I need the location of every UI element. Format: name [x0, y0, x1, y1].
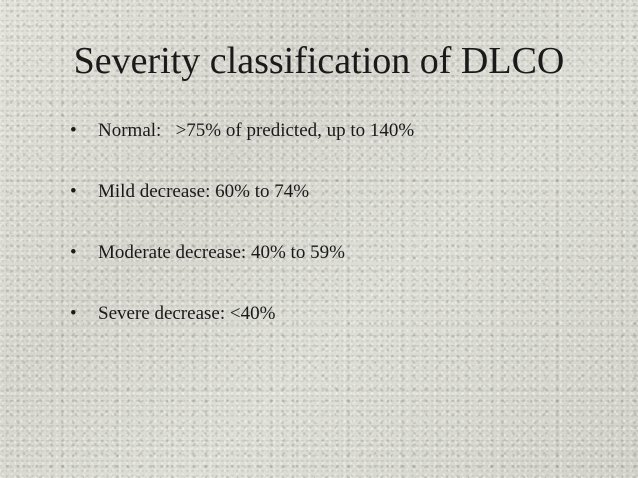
bullet-dot-icon: • — [70, 242, 77, 263]
bullet-dot-icon: • — [70, 181, 77, 202]
bullet-item-mild: • Mild decrease: 60% to 74% — [70, 179, 610, 205]
bullet-text: Normal: >75% of predicted, up to 140% — [98, 120, 415, 141]
bullet-dot-icon: • — [70, 303, 77, 324]
slide-title: Severity classification of DLCO — [73, 40, 565, 82]
bullet-item-normal: • Normal: >75% of predicted, up to 140% — [70, 118, 610, 144]
bullet-text: Severe decrease: <40% — [98, 303, 276, 324]
bullet-item-moderate: • Moderate decrease: 40% to 59% — [70, 240, 610, 266]
bullet-text: Moderate decrease: 40% to 59% — [98, 242, 345, 263]
bullet-list: • Normal: >75% of predicted, up to 140% … — [70, 118, 610, 362]
bullet-item-severe: • Severe decrease: <40% — [70, 301, 610, 327]
bullet-text: Mild decrease: 60% to 74% — [98, 181, 310, 202]
bullet-dot-icon: • — [70, 120, 77, 141]
